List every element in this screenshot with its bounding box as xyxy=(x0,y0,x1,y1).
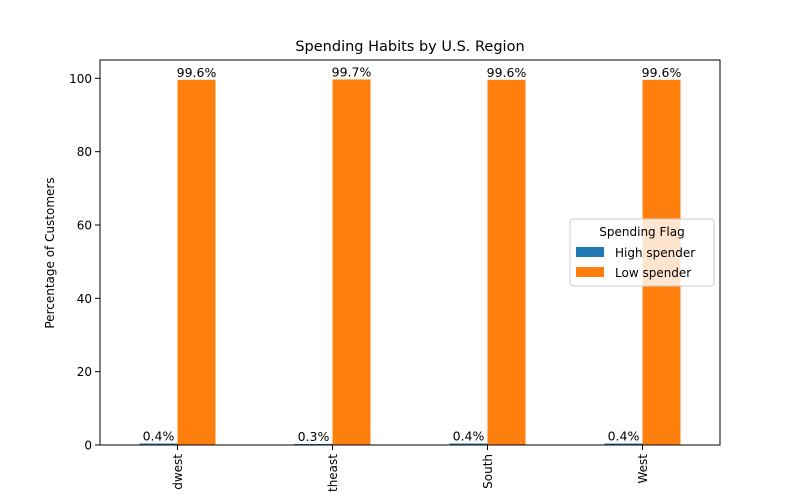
x-tick-label: South xyxy=(481,454,495,489)
y-tick-label: 40 xyxy=(77,292,92,306)
bar-low-spender-midwest xyxy=(177,79,216,446)
bar-high-spender-south xyxy=(449,443,488,445)
legend-swatch-high-spender xyxy=(576,247,604,257)
y-axis-label: Percentage of Customers xyxy=(43,177,57,328)
bar-high-spender-west xyxy=(604,443,643,445)
bar-high-spender-midwest xyxy=(139,443,178,445)
y-tick-label: 100 xyxy=(69,72,92,86)
legend-box xyxy=(569,218,715,287)
bar-data-label: 99.7% xyxy=(332,64,372,79)
bar-labels: 0.4% 99.6% 0.3% 99.7% 0.4% 99.6% 0.4% 99.6% xyxy=(143,64,682,443)
bar-data-label: 0.3% xyxy=(298,429,330,444)
bar-high-spender-northeast xyxy=(294,443,333,445)
legend-swatch-low-spender xyxy=(576,267,604,277)
y-tick-label: 60 xyxy=(77,219,92,233)
legend: Spending Flag High spender Low spender xyxy=(569,218,715,287)
x-tick-label: West xyxy=(636,454,650,484)
bar-data-label: 0.4% xyxy=(143,429,175,444)
bar-low-spender-northeast xyxy=(332,79,371,445)
chart-title: Spending Habits by U.S. Region xyxy=(295,39,524,55)
x-tick-label: dwest xyxy=(171,454,185,490)
x-axis: dwest theast South West xyxy=(171,445,650,492)
bar-data-label: 99.6% xyxy=(177,65,217,80)
legend-label-high-spender: High spender xyxy=(615,246,695,260)
bar-data-label: 0.4% xyxy=(608,429,640,444)
legend-label-low-spender: Low spender xyxy=(615,266,691,280)
bar-data-label: 0.4% xyxy=(453,429,485,444)
legend-title: Spending Flag xyxy=(599,225,684,239)
bar-data-label: 99.6% xyxy=(487,65,527,80)
y-tick-label: 0 xyxy=(84,439,92,453)
x-tick-label: theast xyxy=(326,454,340,492)
bar-data-label: 99.6% xyxy=(642,65,682,80)
bar-low-spender-south xyxy=(487,79,526,446)
y-tick-label: 80 xyxy=(77,145,92,159)
y-axis: 0 20 40 60 80 100 xyxy=(69,72,100,453)
bars xyxy=(139,79,681,446)
y-tick-label: 20 xyxy=(77,365,92,379)
plot-frame xyxy=(99,59,721,446)
